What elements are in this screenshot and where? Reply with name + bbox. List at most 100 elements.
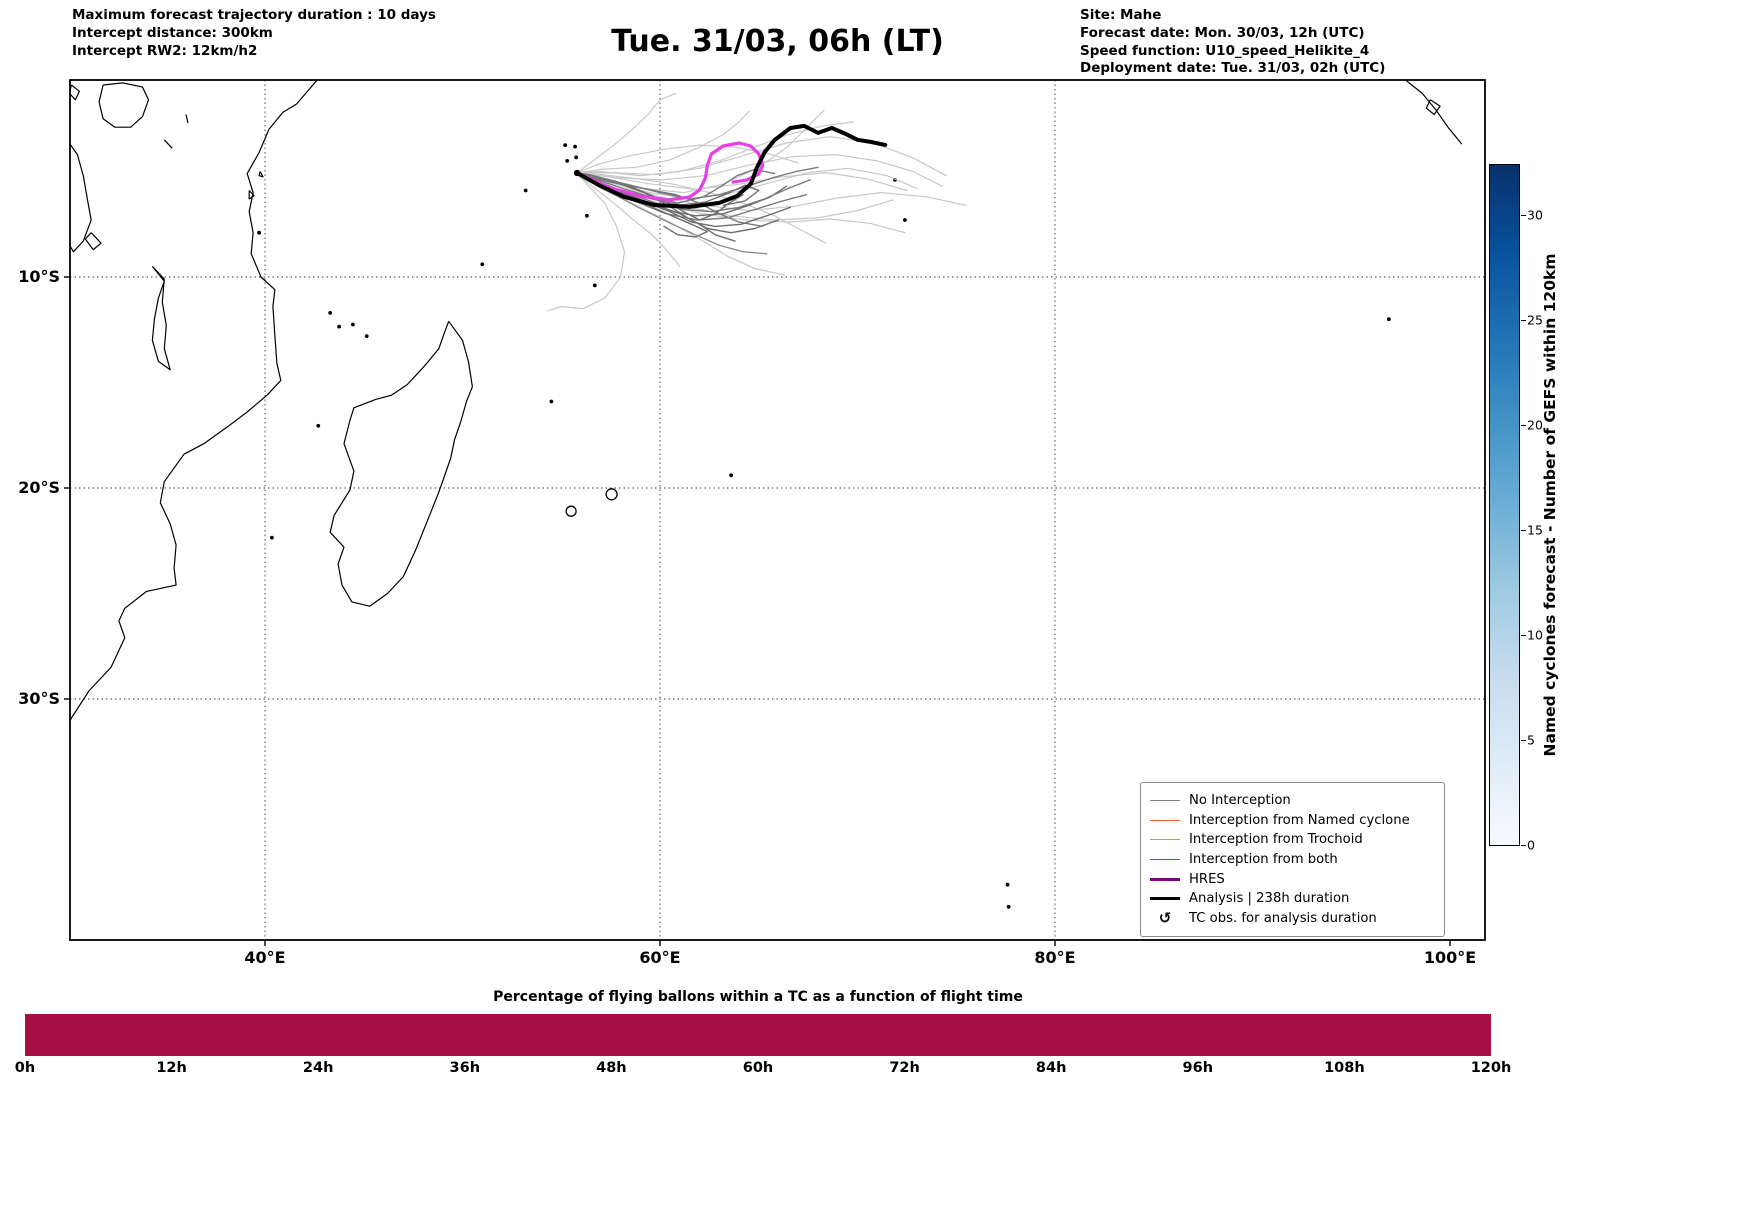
legend-line: [1150, 877, 1180, 881]
island-dot: [592, 283, 597, 288]
legend-line: [1150, 800, 1180, 802]
time-tick-label: 96h: [1182, 1060, 1214, 1076]
trajectory-gefs-29: [576, 92, 677, 174]
time-tick-label: 48h: [596, 1060, 627, 1076]
param-max-duration: Maximum forecast trajectory duration : 1…: [72, 7, 436, 23]
time-tick-label: 72h: [889, 1060, 920, 1076]
colorbar-tick-mark: [1521, 320, 1526, 322]
x-tick-label: 80°E: [1034, 948, 1076, 967]
island-outline-reunion: [565, 505, 577, 517]
pemba-island: [258, 171, 264, 178]
trajectory-gefs-28: [576, 154, 944, 187]
colorbar-tick-label: 30: [1527, 207, 1543, 223]
info-site: Site: Mahe: [1080, 7, 1162, 23]
colorbar-tick-label: 5: [1527, 732, 1535, 748]
madagascar-coastline: [329, 320, 473, 607]
sumatra-coast-fragment: [1406, 80, 1463, 145]
island-dot: [351, 322, 355, 327]
time-tick-label: 108h: [1324, 1060, 1365, 1076]
bottom-chart-title: Percentage of flying ballons within a TC…: [493, 989, 1023, 1005]
legend-item: Interception from Trochoid: [1150, 830, 1435, 850]
legend-item: Interception from Named cyclone: [1150, 811, 1435, 831]
time-tick-label: 36h: [449, 1060, 481, 1076]
island-dot: [523, 188, 528, 193]
africa-east-coastline: [70, 80, 318, 723]
legend-line: [1150, 839, 1180, 841]
island-dot: [1386, 317, 1391, 322]
island-dot: [257, 230, 261, 235]
legend-item: ↺ TC obs. for analysis duration: [1150, 909, 1435, 929]
trajectory-gefs-22: [576, 172, 894, 221]
trajectory-gefs-03: [576, 172, 764, 228]
colorbar-tick-label: 25: [1527, 312, 1543, 328]
legend-item: No Interception: [1150, 791, 1435, 811]
colorbar-tick-label: 10: [1527, 627, 1543, 643]
island-dot: [903, 218, 907, 222]
legend-line-sample: [1150, 839, 1180, 841]
zanzibar-island: [248, 190, 255, 200]
time-tick-label: 24h: [302, 1060, 334, 1076]
lake-tanganyika: [70, 143, 92, 253]
lake-eyasi: [163, 139, 173, 149]
trajectory-gefs-05: [576, 168, 776, 204]
deployment-site-marker: [573, 169, 581, 177]
legend-item: HRES: [1150, 869, 1435, 889]
island-dot: [565, 159, 570, 163]
colorbar-tick-label: 20: [1527, 417, 1543, 433]
island-dot: [337, 324, 341, 329]
lake-malawi: [151, 265, 171, 371]
colorbar-tick-label: 15: [1527, 522, 1543, 538]
colorbar-tick-mark: [1521, 530, 1526, 532]
island-dot: [1005, 882, 1010, 887]
time-tick-label: 60h: [742, 1060, 774, 1076]
page-title: Tue. 31/03, 06h (LT): [611, 24, 944, 59]
trajectory-hres: [575, 141, 765, 202]
island-outline-mauritius: [605, 488, 618, 501]
info-forecast-date: Forecast date: Mon. 30/03, 12h (UTC): [1080, 24, 1365, 41]
y-tick-label: 20°S: [18, 478, 60, 497]
legend-line-sample: [1150, 877, 1180, 881]
island-dot: [573, 144, 577, 149]
legend-line-sample: [1150, 897, 1180, 901]
lake-rukwa: [84, 232, 102, 251]
tc-percentage-band: [25, 1014, 1491, 1056]
param-intercept-rw2: Intercept RW2: 12km/h2: [72, 42, 258, 59]
colorbar-tick-mark: [1521, 635, 1526, 637]
trajectory-gefs-19: [546, 172, 626, 312]
legend-label: Interception from both: [1189, 852, 1338, 868]
map-axis-ticks: [64, 276, 1451, 946]
colorbar-tick-mark: [1521, 215, 1526, 217]
legend-line: [1150, 859, 1180, 861]
lake-natron: [185, 114, 189, 124]
island-dot: [574, 155, 578, 160]
colorbar-tick-mark: [1521, 845, 1526, 847]
island-dot: [328, 311, 333, 315]
tc-obs-marker-icon: ↺: [1158, 908, 1172, 927]
legend-line-sample: [1150, 800, 1180, 802]
trajectory-gefs-20: [576, 172, 908, 192]
lake-edward-fragment: [70, 84, 80, 101]
forecast-parameters: Maximum forecast trajectory duration : 1…: [72, 7, 436, 60]
legend-label: Interception from Named cyclone: [1189, 812, 1410, 828]
y-tick-label: 30°S: [18, 689, 60, 708]
island-dot: [585, 213, 589, 218]
legend-item: Analysis | 238h duration: [1150, 889, 1435, 909]
time-tick-label: 84h: [1035, 1060, 1067, 1076]
legend-label: Interception from Trochoid: [1189, 832, 1363, 848]
legend-line-sample: [1150, 819, 1180, 821]
colorbar-label: Named cyclones forecast - Number of GEFS…: [1541, 253, 1559, 757]
colorbar: [1489, 164, 1520, 846]
mentawai-fragment: [1425, 99, 1441, 116]
colorbar-tick-mark: [1521, 425, 1526, 427]
legend-label: No Interception: [1189, 793, 1291, 809]
legend-line: [1150, 897, 1180, 901]
trajectory-analysis: [575, 123, 888, 209]
island-dot: [563, 143, 568, 148]
x-tick-label: 100°E: [1423, 948, 1477, 967]
time-tick-label: 0h: [14, 1060, 36, 1076]
run-information: Site: Mahe Forecast date: Mon. 30/03, 12…: [1080, 7, 1385, 78]
info-speed-function: Speed function: U10_speed_Helikite_4: [1080, 42, 1370, 59]
map-legend: No Interception Interception from Named c…: [1140, 782, 1445, 938]
